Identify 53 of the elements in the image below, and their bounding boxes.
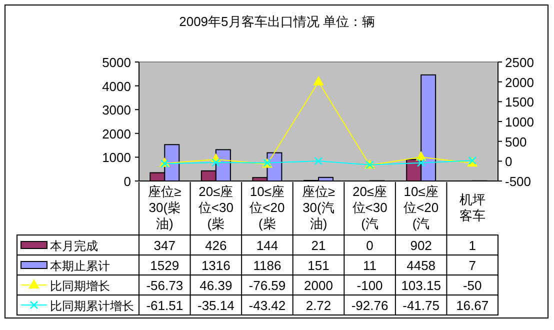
data-label: 144: [256, 238, 278, 253]
data-label: 0: [366, 238, 374, 253]
x-tick-label: 机坪客车: [458, 192, 486, 224]
y2-tick-label: 2500: [505, 55, 534, 70]
y-tick-label: 4000: [102, 78, 131, 94]
data-label: 11: [363, 258, 377, 273]
data-label: 347: [154, 238, 176, 253]
y2-tick-label: 0: [505, 154, 512, 170]
y2-tick-label: 1000: [505, 114, 534, 130]
data-label: 4458: [406, 258, 436, 273]
data-label: 2000: [304, 278, 333, 293]
x-tick-label: 座位≥30(汽油): [300, 184, 336, 232]
data-label: 21: [311, 238, 326, 253]
data-label: -92.76: [351, 298, 388, 313]
x-tick-label: 10≤座位<20(柴: [248, 184, 286, 232]
data-label: -50: [462, 278, 482, 293]
data-label: -76.59: [248, 278, 286, 293]
data-label: 151: [308, 258, 330, 273]
y2-tick-label: 2000: [505, 74, 534, 90]
x-tick-label: 座位≥30(柴油): [147, 184, 182, 232]
x-tick-label: 20≤座位<30(柴: [197, 184, 234, 232]
legend-label: 本期止累计: [50, 259, 110, 273]
y2-tick-label: 500: [505, 134, 527, 150]
data-label: 1529: [150, 258, 180, 273]
y-tick-label: 0: [124, 174, 131, 189]
chart-title: 2009年5月客车出口情况 单位：辆: [179, 14, 375, 29]
x-tick-label: 10≤座位<20(汽: [402, 184, 440, 232]
data-label: 103.15: [401, 278, 441, 293]
data-label: 2.72: [306, 298, 332, 313]
y2-tick-label: -500: [505, 174, 532, 189]
y-tick-label: 5000: [102, 55, 131, 70]
data-label: 1: [468, 238, 476, 253]
data-label: -41.75: [402, 298, 440, 313]
legend-label: 比同期累计增长: [50, 299, 134, 313]
data-label: -100: [356, 278, 383, 293]
data-label: 46.39: [200, 278, 232, 293]
y2-tick-label: 1500: [505, 94, 534, 110]
legend-label: 比同期增长: [50, 279, 110, 293]
y-tick-label: 1000: [102, 150, 131, 166]
y-tick-label: 2000: [102, 126, 131, 142]
data-label: -61.51: [146, 298, 184, 313]
data-label: -43.42: [248, 298, 286, 313]
data-label: 1186: [253, 258, 282, 273]
data-label: 902: [410, 238, 432, 253]
data-label: 16.67: [456, 298, 489, 313]
data-label: 426: [205, 238, 227, 253]
data-label: 1316: [201, 258, 230, 273]
x-tick-label: 20≤座位<30(汽: [351, 184, 388, 232]
y-tick-label: 3000: [102, 102, 131, 118]
data-label: 7: [468, 258, 476, 273]
legend-label: 本月完成: [50, 239, 98, 253]
data-label: -56.73: [146, 278, 184, 293]
data-label: -35.14: [197, 298, 234, 313]
